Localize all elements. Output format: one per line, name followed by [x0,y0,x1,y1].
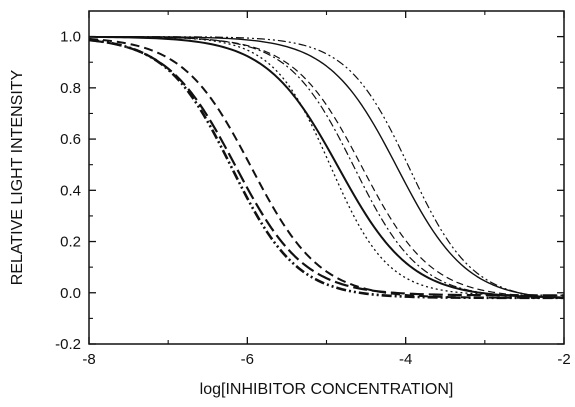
series-line-9 [89,36,564,300]
y-tick-label: 0.6 [60,131,81,148]
tick-labels: -8 -6 -4 -2 -0.2 0.0 0.2 0.4 0.6 0.8 1.0 [55,29,571,368]
axis-ticks [88,11,565,345]
series-line-6 [89,36,564,299]
y-tick-label: 0.2 [60,234,81,251]
y-tick-label: 1.0 [60,29,81,46]
series-line-7 [89,36,564,298]
y-tick-label: 0.8 [60,80,81,97]
y-axis-title: RELATIVE LIGHT INTENSITY [9,69,26,285]
series-line-3 [89,37,564,299]
y-tick-label: 0.4 [60,182,81,199]
series-line-4 [89,35,564,299]
x-tick-label: -6 [241,351,254,368]
plot-curves [89,35,564,300]
series-line-1 [89,38,564,300]
series-line-8 [89,35,564,300]
y-tick-label: -0.2 [55,336,81,353]
series-line-2 [89,39,564,297]
x-tick-label: -2 [557,351,570,368]
series-line-5 [89,36,564,296]
x-tick-label: -4 [399,351,412,368]
x-axis-title: log[INHIBITOR CONCENTRATION] [200,381,454,398]
x-tick-label: -8 [82,351,95,368]
y-tick-label: 0.0 [60,285,81,302]
